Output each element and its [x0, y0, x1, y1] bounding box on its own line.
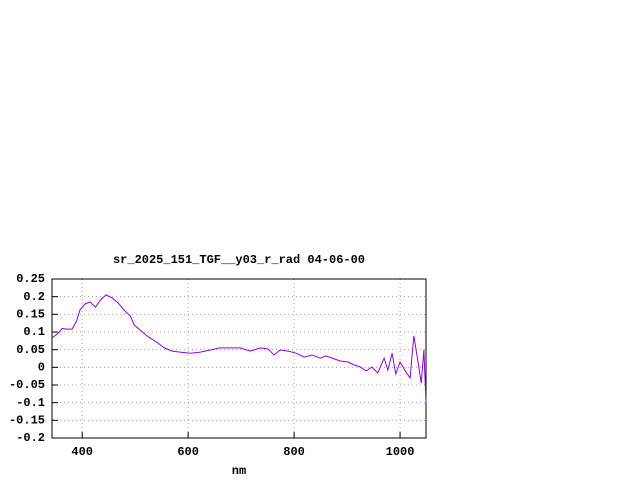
y-tick-label: 0: [38, 361, 45, 375]
x-tick-label: 1000: [386, 445, 415, 459]
x-tick-label: 600: [177, 445, 199, 459]
x-tick-label: 400: [71, 445, 93, 459]
plot-frame: [51, 278, 427, 439]
x-axis-label: nm: [232, 464, 246, 478]
y-tick-label: 0.25: [16, 272, 45, 286]
y-tick-label: 0.15: [16, 308, 45, 322]
x-tick-label: 800: [283, 445, 305, 459]
y-tick-label: -0.15: [9, 414, 45, 428]
y-tick-label: 0.1: [23, 325, 45, 339]
y-tick-label: 0.2: [23, 290, 45, 304]
y-tick-label: 0.05: [16, 343, 45, 357]
chart-title: sr_2025_151_TGF__y03_r_rad 04-06-00: [113, 253, 365, 267]
y-tick-label: -0.2: [16, 431, 45, 445]
y-tick-label: -0.05: [9, 378, 45, 392]
data-line: [51, 294, 427, 403]
y-tick-label: -0.1: [16, 396, 45, 410]
